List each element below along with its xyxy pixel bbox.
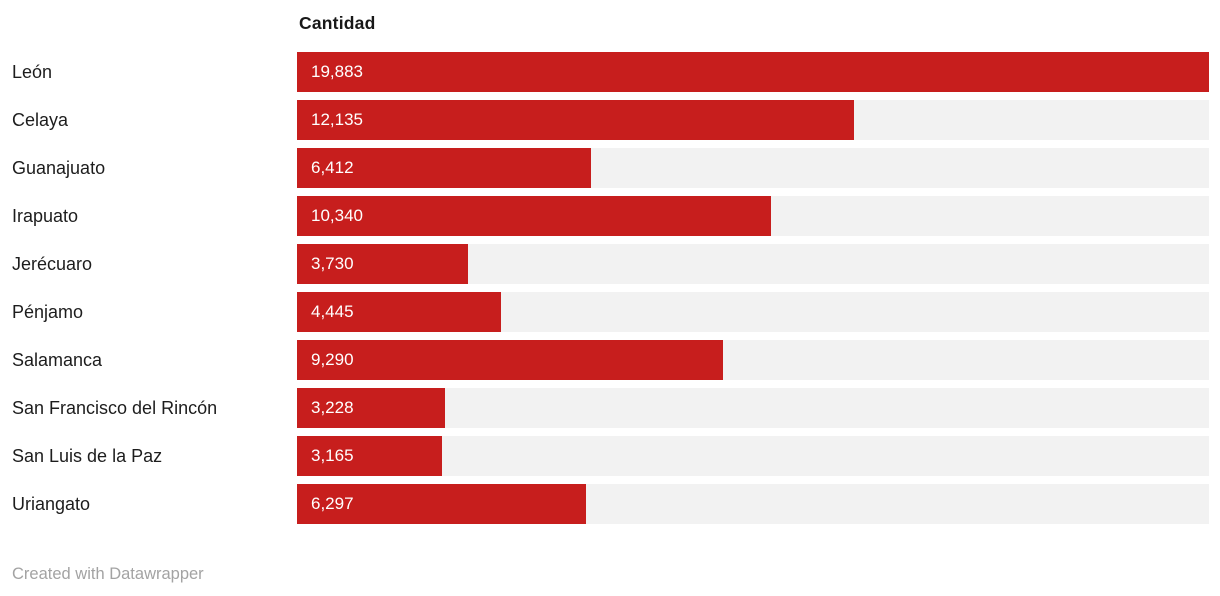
bar-value-label: 9,290 <box>311 350 354 369</box>
category-label: Salamanca <box>12 349 103 370</box>
bar: 3,730 <box>297 244 469 284</box>
bar-value-label: 6,297 <box>311 494 354 513</box>
bar: 6,412 <box>297 148 592 188</box>
chart-row: Jerécuaro 3,730 <box>0 240 1209 288</box>
bar-value-label: 10,340 <box>311 206 363 225</box>
category-label: Pénjamo <box>12 301 84 322</box>
category-label: San Luis de la Paz <box>12 445 163 466</box>
chart-row: León 19,883 <box>0 48 1209 96</box>
column-header: Cantidad <box>299 13 376 33</box>
bar-track: 12,135 <box>297 100 1209 140</box>
bar-value-label: 3,730 <box>311 254 354 273</box>
bar: 3,165 <box>297 436 443 476</box>
chart-header-row: Cantidad <box>0 0 1209 48</box>
chart-row: Uriangato 6,297 <box>0 480 1209 528</box>
category-label: León <box>12 61 53 82</box>
bar-track: 10,340 <box>297 196 1209 236</box>
bar-value-label: 6,412 <box>311 158 354 177</box>
bar-track: 3,228 <box>297 388 1209 428</box>
bar-track: 9,290 <box>297 340 1209 380</box>
category-label: San Francisco del Rincón <box>12 397 218 418</box>
bar-track: 3,730 <box>297 244 1209 284</box>
bar: 9,290 <box>297 340 724 380</box>
bar-value-label: 3,228 <box>311 398 354 417</box>
chart-row: Irapuato 10,340 <box>0 192 1209 240</box>
bar-track: 6,297 <box>297 484 1209 524</box>
bar: 12,135 <box>297 100 854 140</box>
chart-row: San Francisco del Rincón 3,228 <box>0 384 1209 432</box>
bar: 10,340 <box>297 196 772 236</box>
chart-row: Salamanca 9,290 <box>0 336 1209 384</box>
bar: 6,297 <box>297 484 586 524</box>
chart-rows: León 19,883 Celaya 12,135 Guanajuato 6,4… <box>0 48 1209 528</box>
bar-track: 19,883 <box>297 52 1209 92</box>
bar: 3,228 <box>297 388 446 428</box>
bar-value-label: 19,883 <box>311 62 363 81</box>
datawrapper-attribution-link[interactable]: Created with Datawrapper <box>12 565 204 583</box>
bar-value-label: 4,445 <box>311 302 354 321</box>
category-label: Celaya <box>12 109 69 130</box>
bar-value-label: 12,135 <box>311 110 363 129</box>
bar: 19,883 <box>297 52 1209 92</box>
chart-row: Pénjamo 4,445 <box>0 288 1209 336</box>
bar-track: 6,412 <box>297 148 1209 188</box>
bar-track: 3,165 <box>297 436 1209 476</box>
bar: 4,445 <box>297 292 501 332</box>
bar-track: 4,445 <box>297 292 1209 332</box>
chart-row: Celaya 12,135 <box>0 96 1209 144</box>
chart-row: Guanajuato 6,412 <box>0 144 1209 192</box>
bar-value-label: 3,165 <box>311 446 354 465</box>
category-label: Jerécuaro <box>12 253 93 274</box>
bar-chart: Cantidad León 19,883 Celaya 12,135 Guana… <box>0 0 1209 583</box>
category-label: Guanajuato <box>12 157 106 178</box>
category-label: Uriangato <box>12 493 91 514</box>
chart-row: San Luis de la Paz 3,165 <box>0 432 1209 480</box>
category-label: Irapuato <box>12 205 79 226</box>
